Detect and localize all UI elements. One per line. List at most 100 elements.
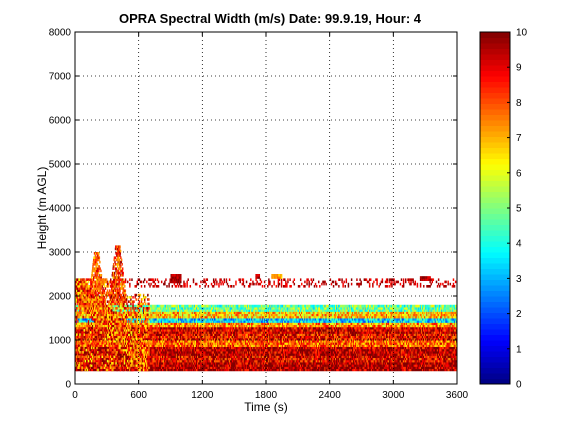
heatmap-cell bbox=[395, 364, 397, 367]
heatmap-cell bbox=[236, 357, 238, 361]
heatmap-cell bbox=[341, 359, 343, 363]
heatmap-cell bbox=[426, 364, 428, 367]
heatmap-cell bbox=[295, 359, 298, 363]
heatmap-cell bbox=[299, 366, 302, 369]
heatmap-cell bbox=[199, 368, 201, 372]
heatmap-cell bbox=[164, 359, 166, 363]
heatmap-cell bbox=[208, 362, 211, 365]
heatmap-cell bbox=[230, 357, 233, 361]
heatmap-cell bbox=[278, 368, 281, 372]
heatmap-cell bbox=[203, 364, 205, 367]
heatmap-cell bbox=[172, 362, 175, 365]
heatmap-cell bbox=[193, 366, 196, 369]
heatmap-cell bbox=[119, 359, 122, 363]
heatmap-cell bbox=[192, 359, 195, 363]
heatmap-cell bbox=[382, 364, 385, 367]
heatmap-cell bbox=[267, 359, 269, 363]
heatmap-cell bbox=[453, 368, 456, 372]
heatmap-cell bbox=[267, 368, 269, 372]
heatmap-cell bbox=[249, 366, 251, 369]
heatmap-cell bbox=[78, 362, 80, 365]
heatmap-cell bbox=[308, 364, 310, 367]
heatmap-cell bbox=[327, 359, 330, 363]
heatmap-cell bbox=[191, 364, 194, 367]
heatmap-cell bbox=[390, 364, 392, 367]
heatmap-cell bbox=[260, 362, 263, 365]
heatmap-cell bbox=[168, 364, 170, 367]
heatmap-cell bbox=[365, 368, 368, 372]
heatmap-cell bbox=[453, 357, 456, 361]
heatmap-cell bbox=[410, 362, 412, 365]
heatmap-cell bbox=[338, 368, 340, 372]
heatmap-cell bbox=[186, 366, 188, 369]
heatmap-cell bbox=[169, 364, 171, 367]
heatmap-cell bbox=[424, 359, 426, 363]
heatmap-cell bbox=[101, 364, 103, 367]
heatmap-cell bbox=[436, 362, 439, 365]
heatmap-cell bbox=[403, 362, 406, 365]
heatmap-cell bbox=[420, 364, 423, 367]
heatmap-cell bbox=[435, 368, 438, 372]
heatmap-cell bbox=[377, 366, 379, 369]
heatmap-cell bbox=[261, 364, 264, 367]
heatmap-cell bbox=[399, 364, 402, 367]
heatmap-cell bbox=[270, 368, 272, 372]
heatmap-cell bbox=[344, 362, 346, 365]
heatmap-cell bbox=[185, 368, 187, 372]
heatmap-cell bbox=[411, 364, 413, 367]
heatmap-cell bbox=[93, 366, 95, 369]
heatmap-cell bbox=[226, 359, 229, 363]
heatmap-cell bbox=[171, 357, 174, 361]
heatmap-cell bbox=[450, 359, 453, 363]
heatmap-cell bbox=[403, 366, 406, 369]
heatmap-cell bbox=[361, 364, 363, 367]
heatmap-cell bbox=[156, 359, 159, 363]
heatmap-cell bbox=[396, 362, 398, 365]
heatmap-cell bbox=[302, 357, 304, 361]
heatmap-cell bbox=[229, 359, 232, 363]
heatmap-cell bbox=[327, 364, 330, 367]
heatmap-cell bbox=[185, 362, 187, 365]
heatmap-cell bbox=[252, 364, 254, 367]
heatmap-cell bbox=[234, 364, 236, 367]
heatmap-cell bbox=[288, 364, 290, 367]
heatmap-cell bbox=[200, 362, 202, 365]
heatmap-cell bbox=[158, 357, 161, 361]
heatmap-cell bbox=[119, 357, 122, 361]
heatmap-cell bbox=[372, 368, 374, 372]
heatmap-cell bbox=[159, 366, 162, 369]
heatmap-cell bbox=[412, 359, 414, 363]
heatmap-cell bbox=[237, 368, 239, 372]
heatmap-cell bbox=[329, 359, 332, 363]
heatmap-cell bbox=[331, 366, 334, 369]
heatmap-cell bbox=[230, 364, 233, 367]
heatmap-cell bbox=[297, 366, 300, 369]
heatmap-cell bbox=[269, 362, 271, 365]
heatmap-cell bbox=[405, 366, 407, 369]
heatmap-cell bbox=[408, 357, 410, 361]
heatmap-cell bbox=[82, 355, 84, 358]
heatmap-cell bbox=[425, 366, 427, 369]
heatmap-cell bbox=[259, 366, 262, 369]
heatmap-cell bbox=[293, 359, 296, 363]
heatmap-cell bbox=[247, 359, 250, 363]
heatmap-cell bbox=[103, 359, 106, 363]
heatmap-cell bbox=[233, 357, 235, 361]
heatmap-cell bbox=[396, 359, 398, 363]
heatmap-cell bbox=[195, 362, 198, 365]
heatmap-cell bbox=[296, 362, 299, 365]
heatmap-cell bbox=[317, 359, 320, 363]
heatmap-cell bbox=[325, 362, 327, 365]
heatmap-cell bbox=[441, 366, 443, 369]
heatmap-cell bbox=[134, 368, 136, 372]
heatmap-cell bbox=[321, 368, 323, 372]
heatmap-cell bbox=[314, 366, 317, 369]
heatmap-cell bbox=[76, 364, 78, 367]
heatmap-cell bbox=[317, 357, 320, 361]
heatmap-cell bbox=[273, 362, 275, 365]
heatmap-cell bbox=[417, 362, 420, 365]
heatmap-cell bbox=[274, 366, 276, 369]
heatmap-cell bbox=[435, 366, 438, 369]
heatmap-cell bbox=[333, 368, 336, 372]
heatmap-cell bbox=[340, 364, 342, 367]
